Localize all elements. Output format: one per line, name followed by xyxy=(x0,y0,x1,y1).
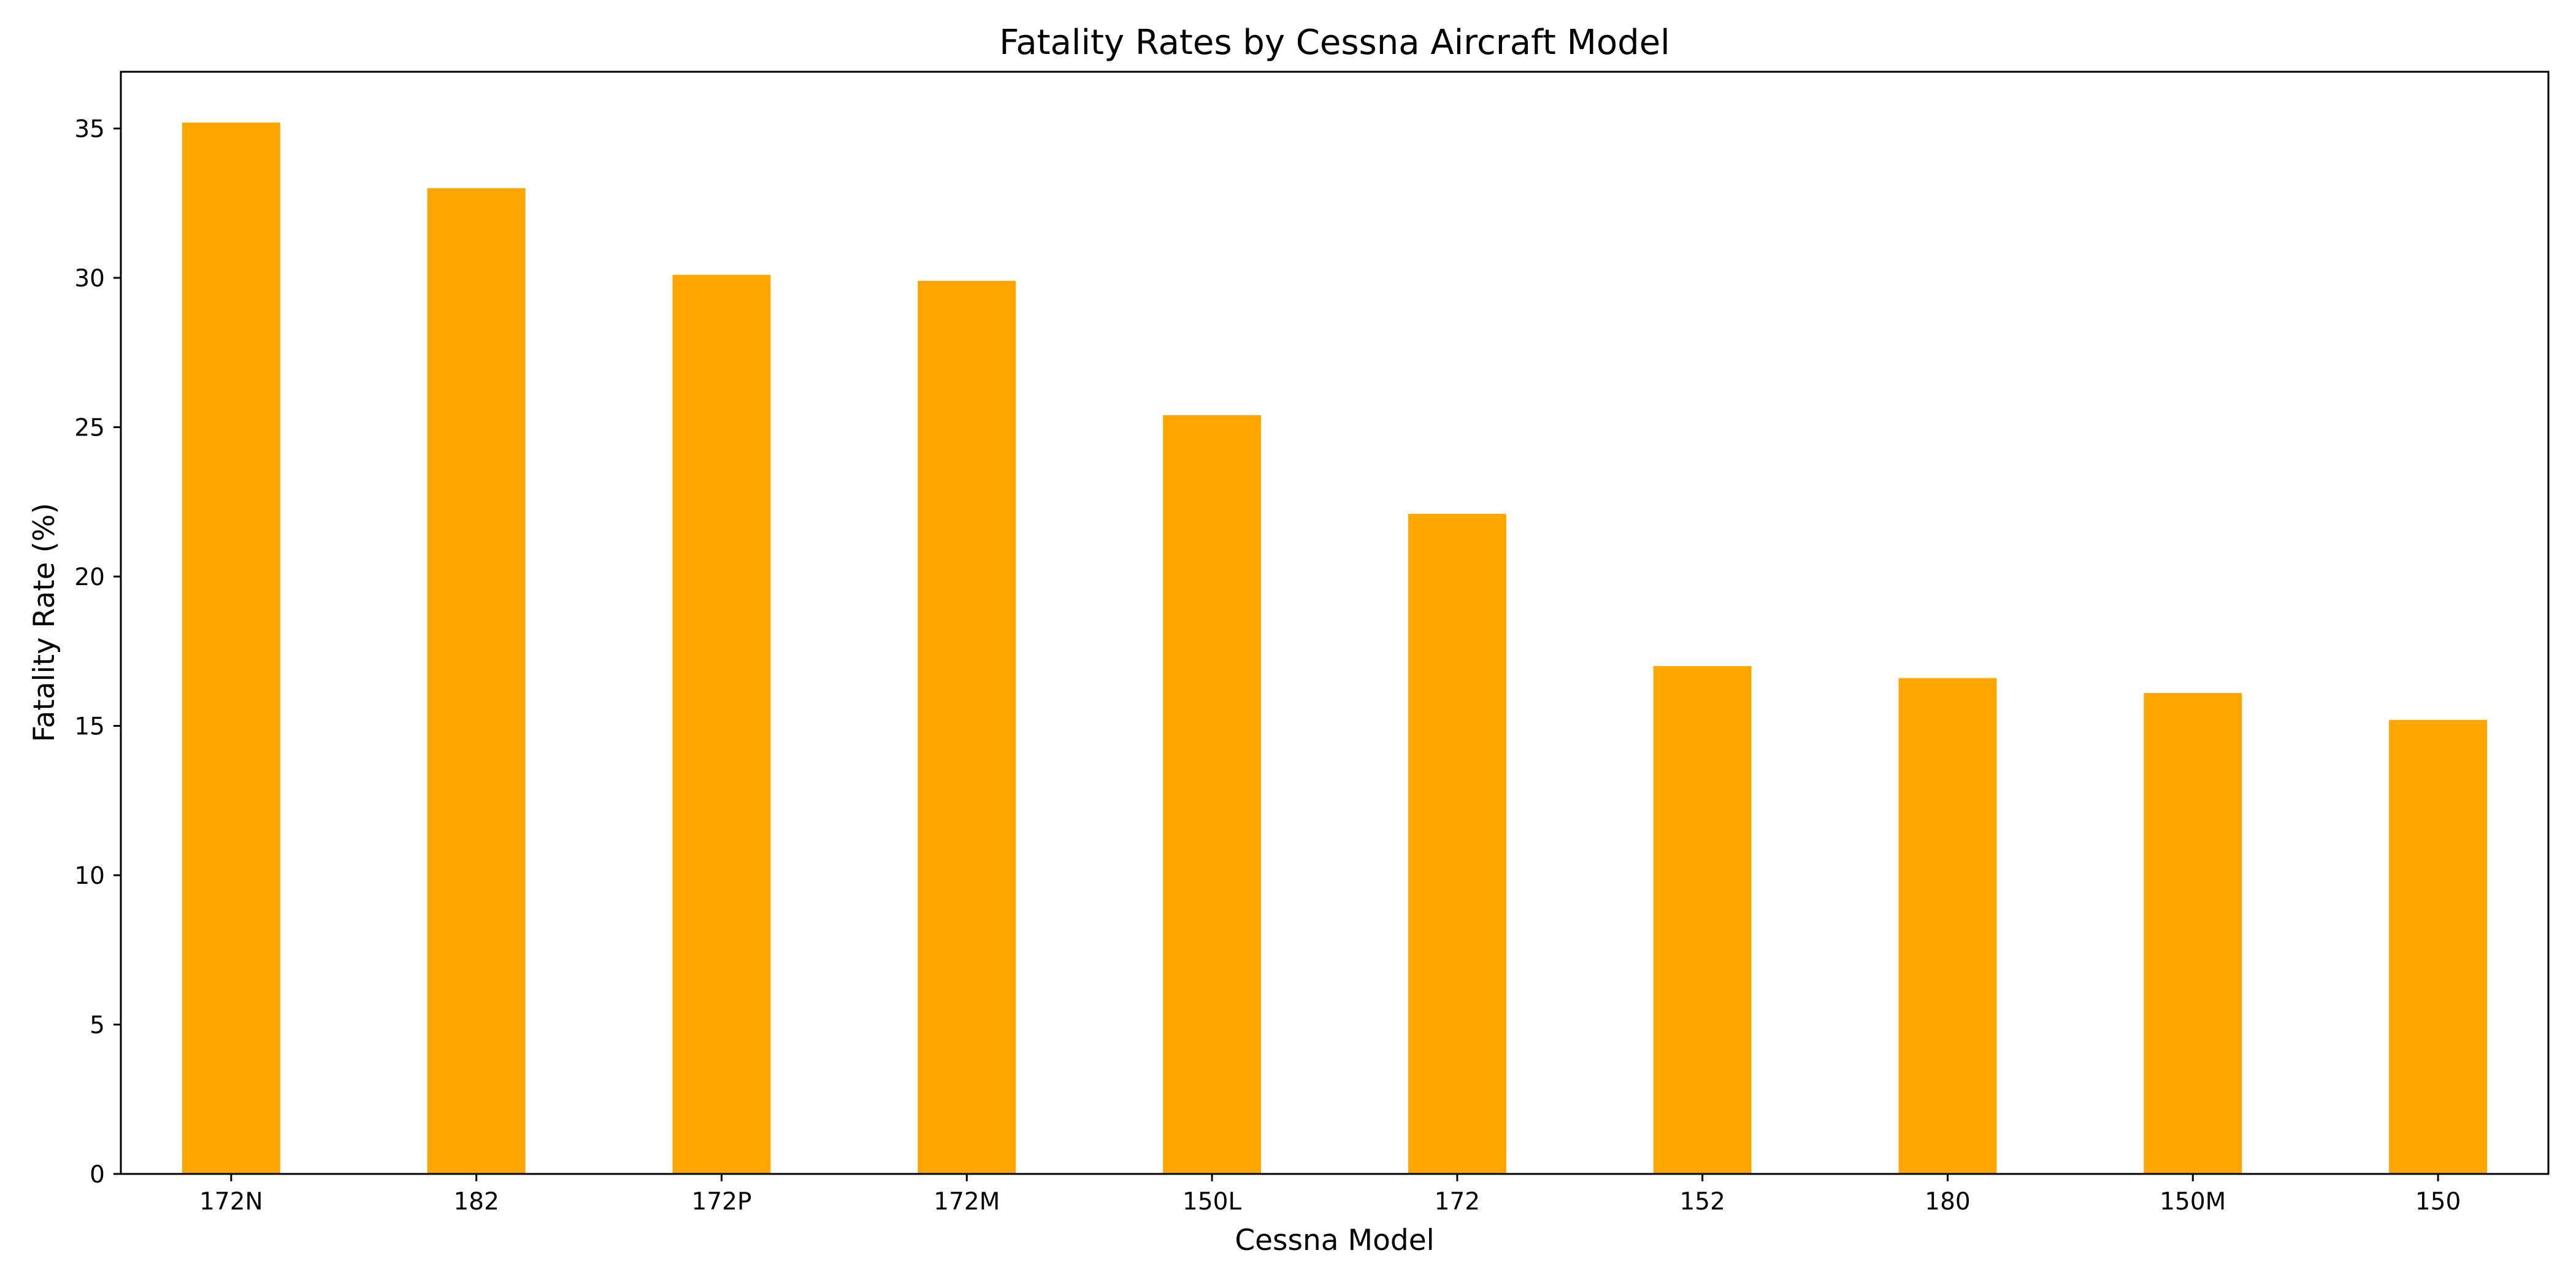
bar-152 xyxy=(1653,666,1752,1174)
x-tick-label: 172P xyxy=(692,1188,752,1216)
y-tick-label: 25 xyxy=(74,415,105,442)
bar-150M xyxy=(2144,692,2242,1174)
x-tick-label: 172 xyxy=(1435,1188,1480,1216)
x-tick-label: 150L xyxy=(1183,1188,1241,1216)
y-axis-label: Fatality Rate (%) xyxy=(28,503,61,742)
bar-172P xyxy=(672,275,771,1174)
bar-182 xyxy=(427,188,526,1175)
y-tick-label: 5 xyxy=(90,1012,105,1040)
bar-172M xyxy=(918,280,1016,1174)
plot-area-frame xyxy=(120,71,2550,1175)
x-axis-label: Cessna Model xyxy=(1235,1224,1434,1257)
x-tick-label: 182 xyxy=(453,1188,499,1216)
y-tick-label: 10 xyxy=(74,862,105,890)
chart-title: Fatality Rates by Cessna Aircraft Model xyxy=(999,23,1669,63)
y-tick-label: 35 xyxy=(74,116,105,144)
bar-172 xyxy=(1408,513,1506,1174)
x-axis-ticks: 172N 182 172P 172M 150L 172 152 180 150M 150 xyxy=(199,1174,2461,1216)
x-tick-label: 150M xyxy=(2160,1188,2226,1216)
x-tick-label: 180 xyxy=(1925,1188,1970,1216)
bar-150 xyxy=(2389,719,2488,1174)
bar-150L xyxy=(1163,415,1262,1174)
bar-172N xyxy=(182,122,280,1174)
y-tick-label: 0 xyxy=(90,1161,105,1189)
x-tick-label: 172N xyxy=(199,1188,263,1216)
y-tick-label: 15 xyxy=(74,713,105,741)
x-tick-label: 172M xyxy=(933,1188,1000,1216)
y-tick-label: 20 xyxy=(74,564,105,591)
bar-180 xyxy=(1898,678,1997,1174)
y-tick-label: 30 xyxy=(74,265,105,293)
x-tick-label: 152 xyxy=(1679,1188,1725,1216)
x-tick-label: 150 xyxy=(2415,1188,2461,1216)
bars-layer xyxy=(182,122,2488,1175)
y-axis-ticks: 0 5 10 15 20 25 30 35 xyxy=(74,116,121,1189)
